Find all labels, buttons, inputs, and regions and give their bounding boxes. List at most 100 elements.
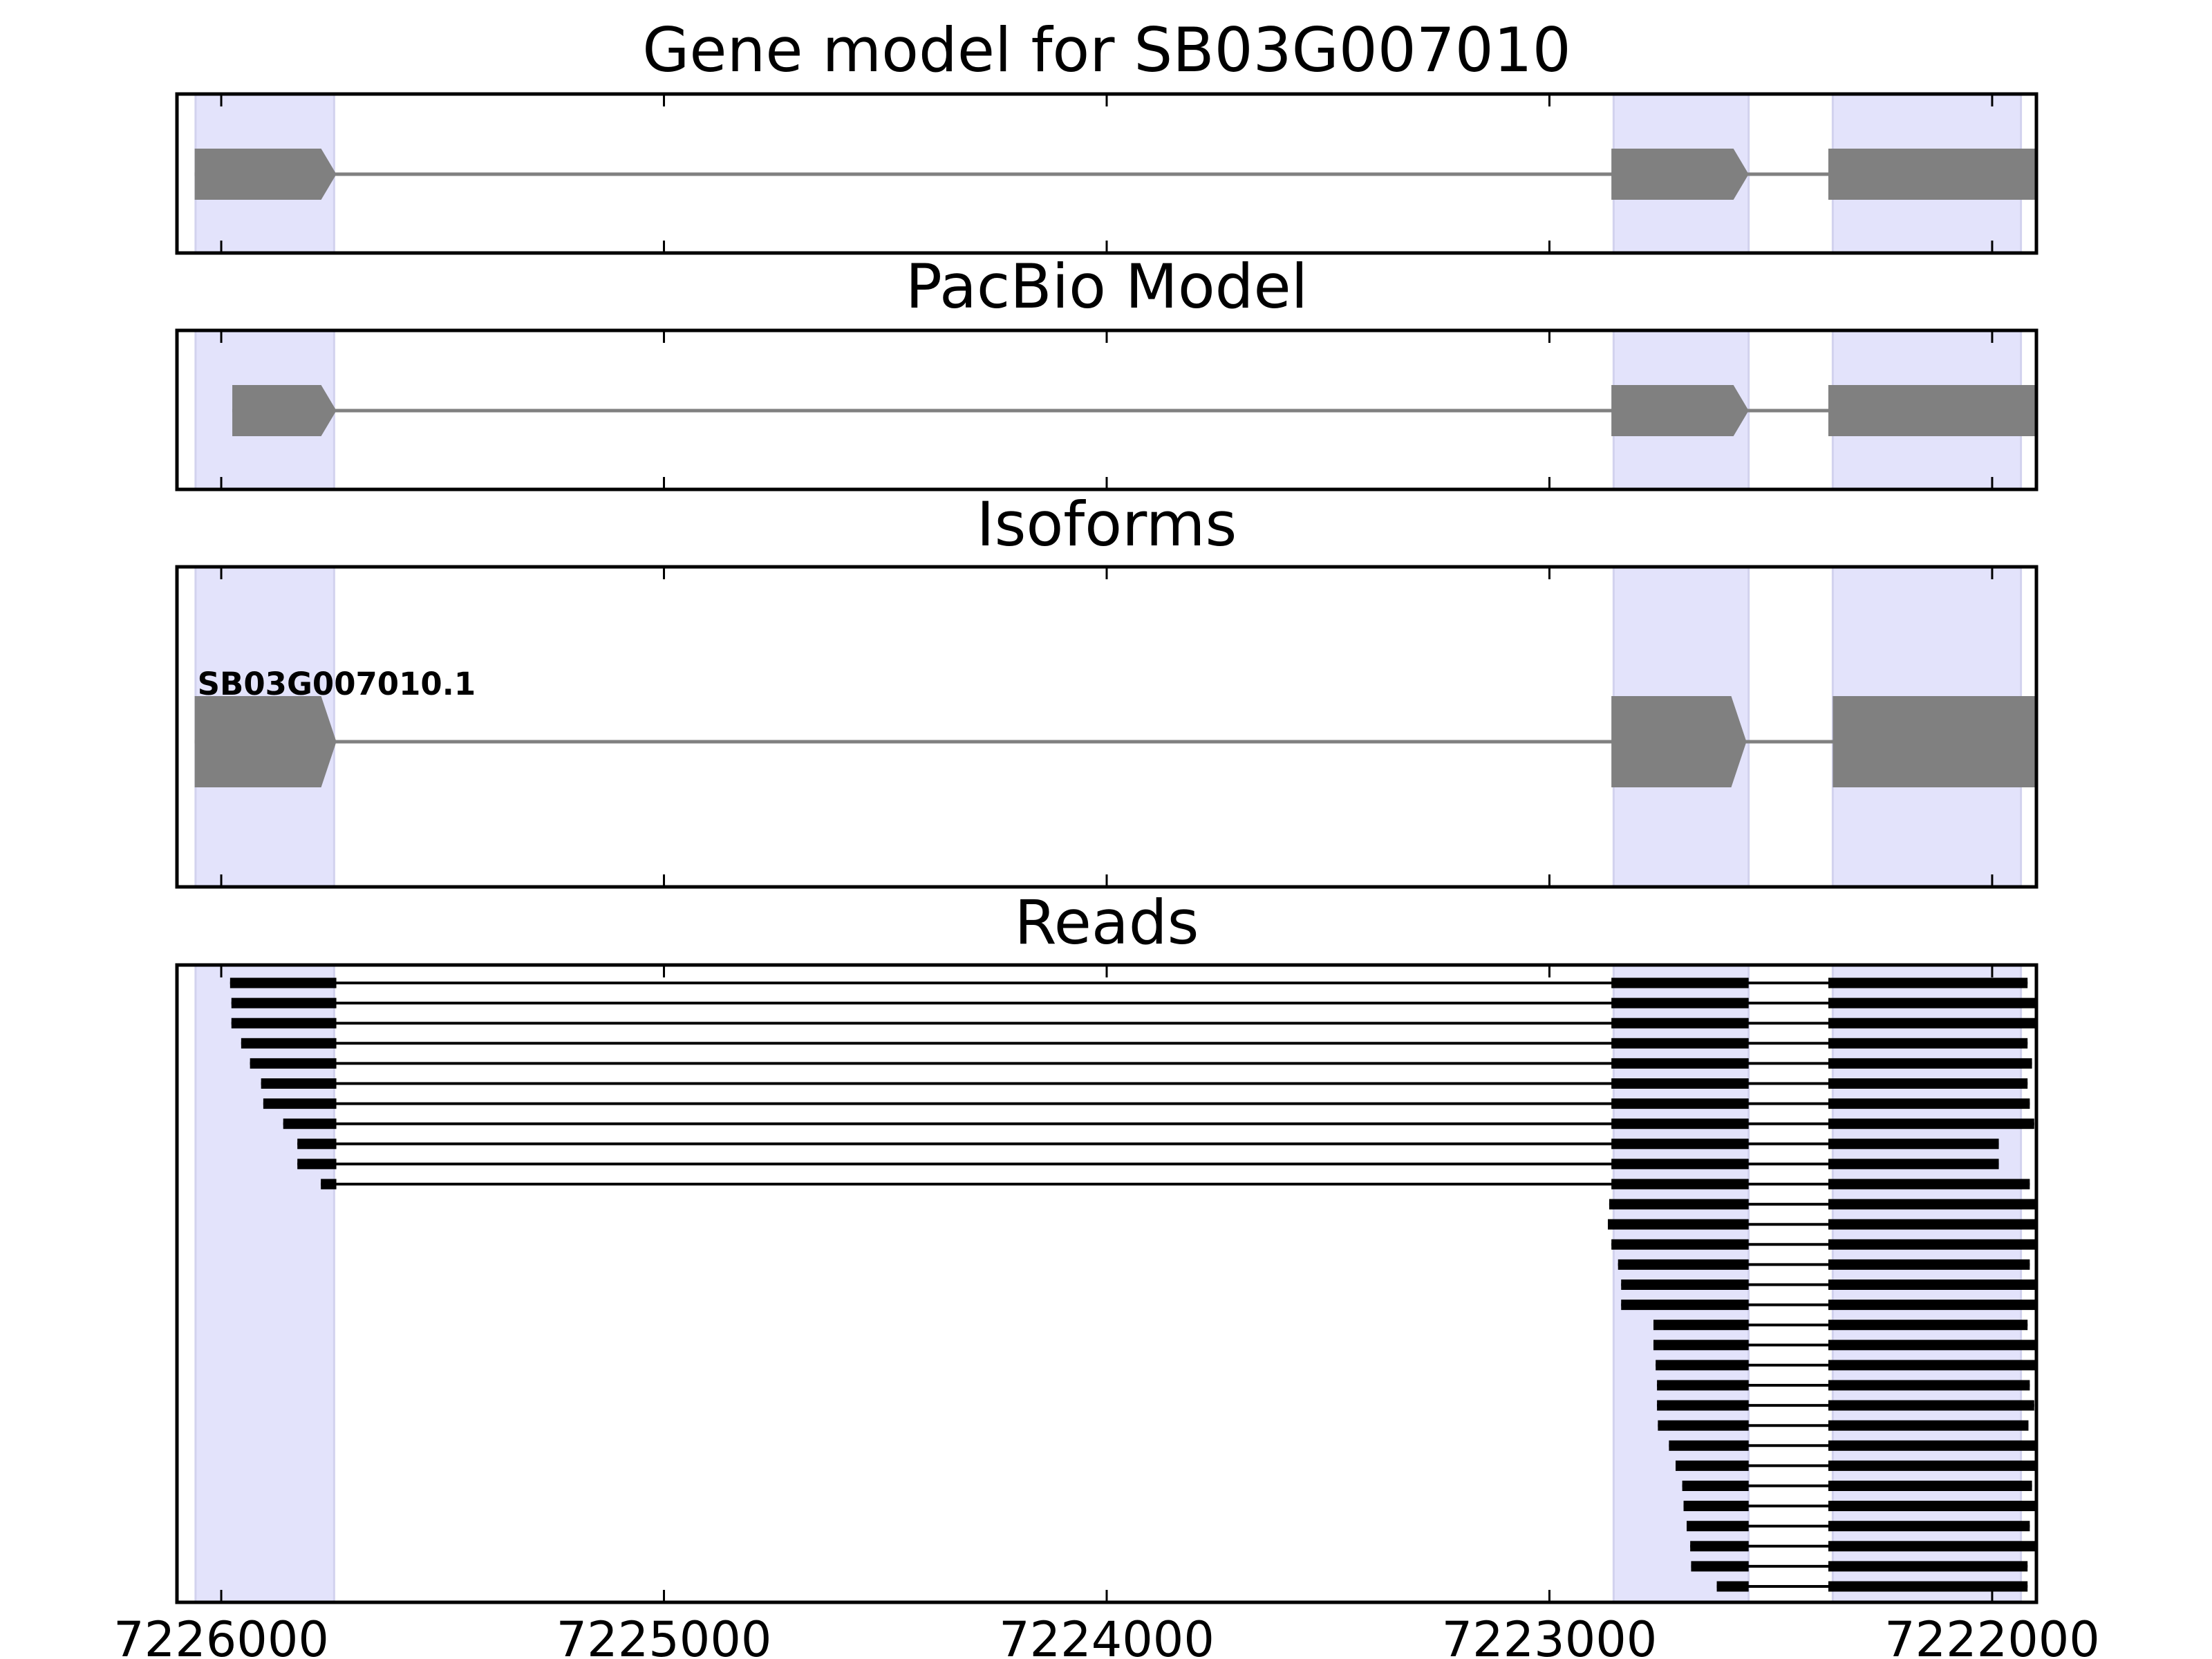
read-block — [1690, 1541, 1749, 1552]
isoform-exon — [1833, 696, 2036, 787]
read-block — [1828, 1219, 2036, 1230]
read-block — [1828, 1179, 2030, 1190]
read-block — [1828, 1058, 2032, 1069]
read — [1653, 1340, 2036, 1351]
read-block — [1653, 1320, 1749, 1331]
isoform-exon — [194, 696, 337, 787]
panel-plot-area — [194, 94, 2036, 253]
read-block — [1828, 1521, 2030, 1532]
panel-title: Reads — [1015, 887, 1199, 958]
read-block — [1828, 1138, 1999, 1150]
read-block — [297, 1138, 337, 1150]
read-block — [1828, 1118, 2034, 1130]
read-block — [1676, 1460, 1749, 1471]
panel-plot-area — [194, 330, 2036, 489]
panel-plot-area — [194, 965, 2036, 1602]
read-block — [1611, 1018, 1749, 1029]
read-block — [1611, 1098, 1749, 1109]
read-block — [1716, 1581, 1749, 1592]
read — [261, 1078, 2028, 1089]
read-block — [1611, 1179, 1749, 1190]
read-block — [250, 1058, 337, 1069]
read-block — [1608, 1219, 1749, 1230]
isoform-exon — [1611, 696, 1747, 787]
read-block — [1828, 1300, 2036, 1311]
read-block — [1828, 1541, 2036, 1552]
read — [1609, 1199, 2036, 1210]
read-block — [1828, 977, 2028, 988]
read — [1658, 1420, 2029, 1431]
read — [1669, 1440, 2036, 1451]
panel-title: PacBio Model — [906, 251, 1308, 322]
read — [1676, 1460, 2036, 1471]
read-block — [283, 1118, 337, 1130]
read-block — [1828, 1581, 2028, 1592]
read — [1716, 1581, 2028, 1592]
read — [229, 977, 2028, 988]
model-exon — [1611, 385, 1749, 436]
read-block — [231, 997, 337, 1009]
read — [1608, 1219, 2036, 1230]
exon-highlight-region — [194, 965, 335, 1602]
read-block — [1611, 977, 1749, 988]
panel-2: PacBio Model — [175, 251, 2038, 491]
read-block — [1828, 1440, 2036, 1451]
panel-1: Gene model for SB03G007010 — [175, 15, 2038, 255]
read-block — [1828, 1460, 2036, 1471]
read-block — [1611, 1138, 1749, 1150]
read — [1690, 1541, 2036, 1552]
read-block — [1611, 1038, 1749, 1049]
read-block — [1828, 1360, 2036, 1371]
x-tick-label: 7224000 — [999, 1611, 1215, 1659]
read — [1621, 1280, 2036, 1290]
read — [1618, 1259, 2030, 1270]
read — [297, 1138, 1999, 1150]
read-block — [1682, 1481, 1749, 1491]
model-exon — [1828, 385, 2036, 436]
read — [1653, 1320, 2028, 1331]
read-block — [1828, 1078, 2028, 1089]
read — [283, 1118, 2034, 1130]
read-block — [1657, 1380, 1749, 1391]
panel-3: Isoforms SB03G007010.1 — [175, 489, 2038, 889]
read-block — [1611, 1078, 1749, 1089]
model-exon — [1611, 149, 1749, 200]
read-block — [1828, 1340, 2036, 1351]
read-block — [1828, 1159, 1999, 1170]
read-block — [263, 1098, 337, 1109]
read-block — [1669, 1440, 1749, 1451]
read-block — [1611, 1058, 1749, 1069]
read — [1611, 1239, 2036, 1250]
x-tick-label: 7225000 — [556, 1611, 772, 1659]
read-block — [231, 1018, 337, 1029]
read-block — [1828, 1018, 2036, 1029]
read-block — [1828, 1280, 2036, 1290]
read — [231, 1018, 2036, 1029]
read — [321, 1179, 2030, 1190]
read-block — [1621, 1280, 1749, 1290]
read-block — [1611, 1118, 1749, 1130]
read — [1687, 1521, 2030, 1532]
read-block — [297, 1159, 337, 1170]
panel-4: Reads — [175, 887, 2038, 1604]
read-block — [1828, 1420, 2029, 1431]
read — [231, 997, 2036, 1009]
read-block — [229, 977, 337, 988]
read-block — [1828, 1098, 2030, 1109]
panel-title: Gene model for SB03G007010 — [642, 15, 1571, 86]
read-block — [241, 1038, 337, 1049]
read-block — [1609, 1199, 1749, 1210]
x-tick-label: 7222000 — [1884, 1611, 2100, 1659]
read — [1621, 1300, 2036, 1311]
read-block — [1828, 1380, 2030, 1391]
panels-layer: Gene model for SB03G007010 PacBio Model Is… — [175, 15, 2038, 1604]
read-block — [1653, 1340, 1749, 1351]
read-block — [1828, 1561, 2028, 1572]
read — [1683, 1501, 2036, 1512]
read-block — [1691, 1561, 1749, 1572]
read-block — [321, 1179, 337, 1190]
read-block — [1828, 1199, 2036, 1210]
read — [241, 1038, 2028, 1049]
read-block — [1828, 1038, 2028, 1049]
